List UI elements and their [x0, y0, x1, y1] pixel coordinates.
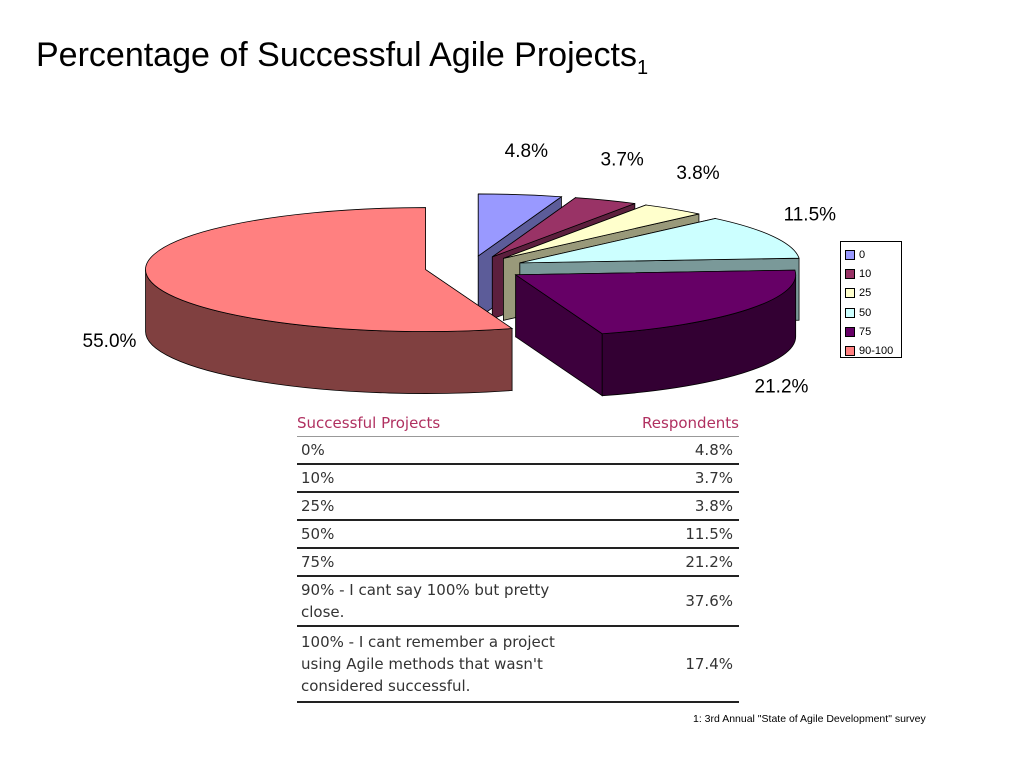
pie-slice-top: [145, 207, 514, 332]
row-value: 11.5%: [685, 525, 733, 543]
row-label: 10%: [301, 469, 335, 487]
legend-swatch: [845, 346, 855, 357]
row-label: 0%: [301, 441, 325, 459]
legend-item: 10: [845, 264, 901, 283]
pie-data-label: 3.7%: [601, 149, 644, 170]
pie-slice-top: [514, 269, 797, 335]
legend-swatch: [845, 288, 855, 299]
table-row: 50% 11.5%: [297, 521, 739, 549]
legend-item: 0: [845, 245, 901, 264]
pie-slice-top: [477, 193, 563, 257]
table-row: 25% 3.8%: [297, 493, 739, 521]
pie-data-label: 21.2%: [755, 376, 809, 397]
legend-label: 0: [859, 248, 866, 261]
pie-data-label: 55.0%: [83, 331, 137, 352]
pie-chart: 4.8% 3.7% 3.8% 11.5% 21.2% 55.0%: [83, 141, 837, 397]
pie-data-label: 3.8%: [676, 163, 719, 184]
table-row: 0% 4.8%: [297, 437, 739, 465]
table-row: 75% 21.2%: [297, 549, 739, 577]
row-value: 37.6%: [685, 592, 733, 610]
row-label: 25%: [301, 497, 335, 515]
row-label: 100% - I cant remember a project using A…: [301, 633, 555, 695]
legend-label: 10: [859, 267, 872, 280]
legend-label: 75: [859, 325, 872, 338]
pie-data-label: 11.5%: [784, 205, 837, 226]
header-respondents: Respondents: [642, 414, 739, 432]
row-label: 50%: [301, 525, 335, 543]
row-value: 3.8%: [694, 497, 733, 515]
chart-legend: 0 10 25 50 75 90-100: [840, 241, 902, 358]
legend-item: 75: [845, 322, 901, 341]
legend-label: 25: [859, 287, 872, 300]
pie-slice-top: [519, 218, 800, 264]
table-row: 100% - I cant remember a project using A…: [297, 627, 739, 703]
source-footnote: 1: 3rd Annual "State of Agile Developmen…: [693, 713, 926, 725]
title-footnote-marker: 1: [637, 57, 649, 79]
row-label: 90% - I cant say 100% but pretty close.: [301, 581, 550, 621]
legend-item: 25: [845, 284, 901, 303]
pie-slice-top: [503, 204, 700, 259]
row-value: 3.7%: [694, 469, 733, 487]
row-label: 75%: [301, 553, 335, 571]
row-value: 4.8%: [694, 441, 733, 459]
slide-title-text: Percentage of Successful Agile Projects: [36, 36, 637, 74]
legend-swatch: [845, 268, 855, 279]
legend-swatch: [845, 249, 855, 260]
row-value: 17.4%: [685, 655, 733, 673]
table-header: Successful Projects Respondents: [297, 410, 739, 437]
header-successful-projects: Successful Projects: [297, 414, 441, 432]
legend-swatch: [845, 307, 855, 318]
table-row: 10% 3.7%: [297, 465, 739, 493]
pie-slice-top: [492, 197, 635, 258]
legend-item: 90-100: [845, 341, 901, 360]
table-row: 90% - I cant say 100% but pretty close. 3…: [297, 577, 739, 627]
legend-item: 50: [845, 303, 901, 322]
results-table: Successful Projects Respondents 0% 4.8% 10…: [297, 410, 739, 703]
table-body: 0% 4.8% 10% 3.7% 25% 3.8% 50% 11.5% 75% 21.2% 90% …: [297, 437, 739, 703]
legend-label: 50: [859, 306, 872, 319]
legend-label: 90-100: [859, 345, 894, 358]
slide-title: Percentage of Successful Agile Projects1: [36, 36, 648, 80]
pie-data-label: 4.8%: [505, 141, 548, 162]
row-value: 21.2%: [685, 553, 733, 571]
legend-swatch: [845, 326, 855, 337]
